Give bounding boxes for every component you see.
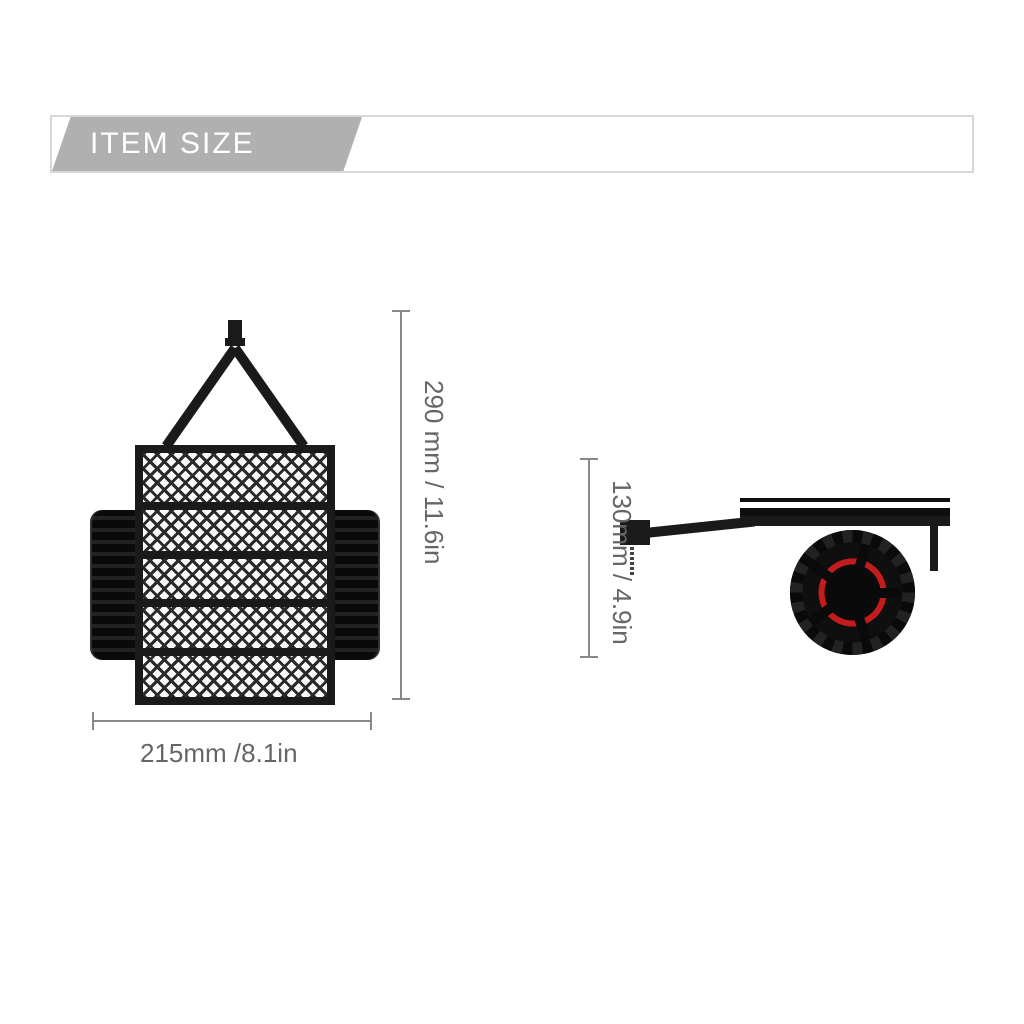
trailer-bed bbox=[135, 445, 335, 705]
hitch bbox=[228, 320, 242, 340]
header-badge: ITEM SIZE bbox=[52, 117, 362, 171]
trailer-top-view bbox=[100, 320, 370, 720]
dimension-cap bbox=[392, 698, 410, 700]
spoke bbox=[851, 588, 901, 598]
dimension-line-height bbox=[588, 458, 590, 658]
dimension-cap bbox=[370, 712, 372, 730]
spoke bbox=[846, 543, 871, 594]
dimension-line-width bbox=[92, 720, 372, 722]
dimension-cap bbox=[580, 458, 598, 460]
bed-rung bbox=[143, 502, 327, 510]
kickstand bbox=[930, 526, 938, 571]
header-title: ITEM SIZE bbox=[90, 127, 255, 161]
header-bar: ITEM SIZE bbox=[50, 115, 974, 173]
trailer-side-view bbox=[620, 460, 960, 680]
bed-rung bbox=[143, 599, 327, 607]
dimension-label-width: 215mm /8.1in bbox=[140, 738, 298, 769]
wheel bbox=[790, 530, 915, 655]
bed-rung bbox=[143, 551, 327, 559]
dimension-label-height: 130mm / 4.9in bbox=[606, 480, 637, 645]
aframe-bar bbox=[162, 345, 239, 449]
dimension-cap bbox=[92, 712, 94, 730]
dimension-line-length bbox=[400, 310, 402, 700]
tongue-bar bbox=[644, 517, 754, 538]
deck-rail bbox=[740, 498, 950, 506]
aframe-bar bbox=[231, 345, 308, 449]
dimension-cap bbox=[580, 656, 598, 658]
dimension-label-length: 290 mm / 11.6in bbox=[418, 380, 449, 565]
deck bbox=[740, 508, 950, 526]
coupler bbox=[225, 338, 245, 346]
product-area bbox=[0, 290, 1024, 1024]
bed-rung bbox=[143, 648, 327, 656]
dimension-cap bbox=[392, 310, 410, 312]
